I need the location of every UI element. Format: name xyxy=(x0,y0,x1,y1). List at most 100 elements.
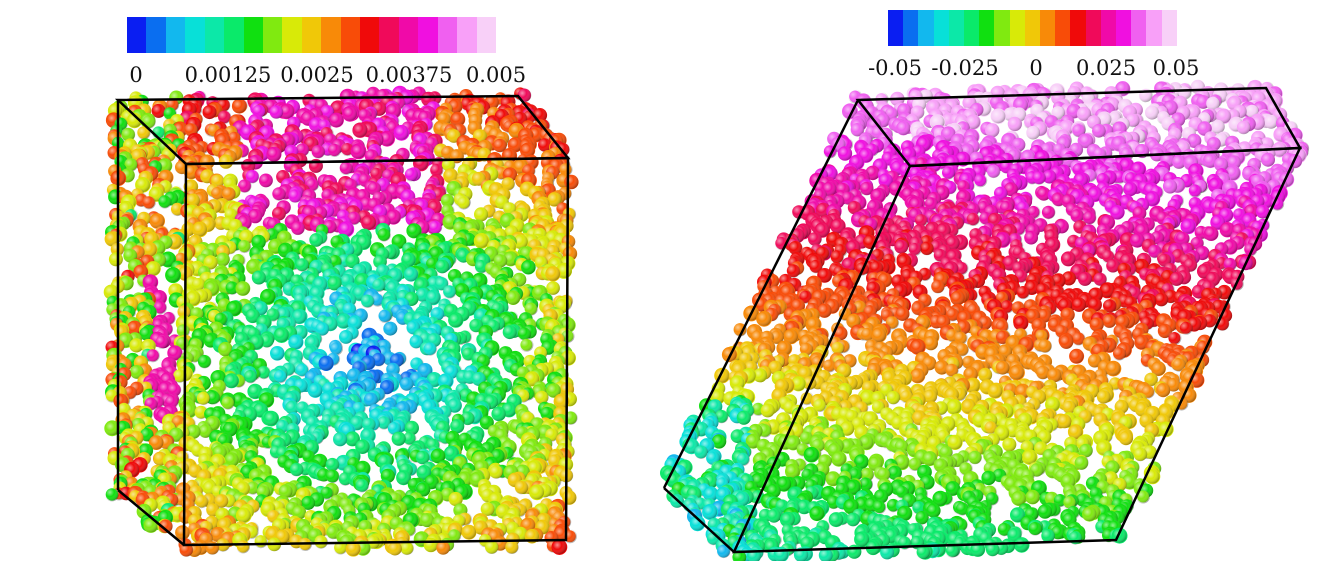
particle-shading xyxy=(519,337,534,352)
particle-shading xyxy=(492,138,507,153)
particle-shading xyxy=(351,144,366,159)
particle-shading xyxy=(320,104,335,119)
particle-shading xyxy=(236,508,251,523)
particle-shading xyxy=(435,259,450,274)
colorbar-swatch xyxy=(185,17,205,53)
particle-shading xyxy=(220,395,235,410)
particle-shading xyxy=(274,328,289,343)
particle-shading xyxy=(108,252,123,267)
colorbar-swatch xyxy=(437,17,458,53)
particle-shading xyxy=(288,335,303,350)
particle-shading xyxy=(319,356,334,371)
colorbar-swatch xyxy=(165,17,186,53)
particle-shading xyxy=(547,192,562,207)
particle-shading xyxy=(394,125,409,140)
particle-shading xyxy=(391,431,406,446)
left-particle-render xyxy=(103,85,579,557)
particle-shading xyxy=(422,341,437,356)
particle-shading xyxy=(251,270,266,285)
particle-shading xyxy=(440,193,455,208)
particle-shading xyxy=(271,186,286,201)
particle-shading xyxy=(280,104,294,119)
particle-shading xyxy=(377,308,392,323)
particle-shading xyxy=(150,214,165,228)
particle-shading xyxy=(501,176,515,191)
particle-shading xyxy=(196,391,211,406)
particle-shading xyxy=(343,106,357,121)
particle-shading xyxy=(442,284,457,299)
left-tick-label: 0.00125 xyxy=(184,63,272,87)
particle-shading xyxy=(121,127,136,142)
particle-shading xyxy=(151,103,166,118)
colorbar-swatch xyxy=(379,17,399,53)
particle-shading xyxy=(290,221,305,236)
particle-shading xyxy=(338,160,353,175)
particle-shading xyxy=(217,109,232,124)
particle-shading xyxy=(441,157,456,172)
colorbar-swatch xyxy=(476,17,497,53)
colorbar-swatch xyxy=(418,17,438,53)
particle-shading xyxy=(537,137,552,152)
particle-shading xyxy=(428,220,443,235)
particle-shading xyxy=(224,373,239,388)
particle-shading xyxy=(339,222,354,237)
particle-shading xyxy=(232,99,247,114)
particle-shading xyxy=(288,188,302,203)
particle-shading xyxy=(474,207,489,222)
particle-shading xyxy=(245,169,260,184)
particle-shading xyxy=(221,186,236,201)
particle-shading xyxy=(429,163,444,178)
particle-shading xyxy=(157,194,172,209)
particle-shading xyxy=(309,232,324,247)
colorbar-swatch xyxy=(360,17,380,53)
particle-shading xyxy=(521,260,536,275)
particle-shading xyxy=(338,329,353,344)
particle-shading xyxy=(235,281,250,296)
particle-shading xyxy=(289,462,304,477)
particle-shading xyxy=(517,88,532,103)
left-tick-label: 0.00375 xyxy=(365,63,453,87)
particle-shading xyxy=(185,193,200,208)
colorbar-swatch xyxy=(301,17,322,53)
particle-shading xyxy=(258,173,273,188)
colorbar-swatch xyxy=(282,17,302,53)
colorbar-swatch xyxy=(340,17,361,53)
particle-shading xyxy=(325,469,340,483)
particle-shading xyxy=(361,215,376,230)
colorbar-swatch xyxy=(243,17,263,53)
particle-shading xyxy=(450,112,465,127)
particle-shading xyxy=(474,233,489,248)
particle-shading xyxy=(456,195,471,210)
particle-shading xyxy=(194,494,209,509)
particle-shading xyxy=(530,485,544,500)
particle-shading xyxy=(166,268,181,283)
particle-shading xyxy=(404,267,418,282)
particle-shading xyxy=(141,195,156,210)
particle-shading xyxy=(407,223,421,238)
particle-shading xyxy=(271,206,286,221)
particle-shading xyxy=(489,464,504,479)
particle-shading xyxy=(145,348,160,363)
particle-shading xyxy=(448,313,463,328)
particle-shading xyxy=(491,406,506,421)
colorbar-swatch xyxy=(457,17,477,53)
colorbar-swatch xyxy=(321,17,341,53)
particle-shading xyxy=(123,157,138,172)
left-colorbar xyxy=(127,17,497,53)
particle-shading xyxy=(219,154,233,169)
particle-shading xyxy=(270,346,285,361)
particle-shading xyxy=(237,178,252,193)
left-tick-label: 0.0025 xyxy=(280,63,354,87)
particle-shading xyxy=(502,325,517,340)
particle-shading xyxy=(154,334,169,349)
particle-shading xyxy=(146,261,161,276)
particle-shading xyxy=(506,290,521,305)
particle-shading xyxy=(237,239,252,254)
particle-shading xyxy=(311,144,326,159)
colorbar-swatch xyxy=(224,17,244,53)
colorbar-swatch xyxy=(398,17,419,53)
particle-shading xyxy=(269,104,284,119)
particle-shading xyxy=(376,227,391,242)
particle-shading xyxy=(327,142,342,157)
particle-shading xyxy=(197,354,212,369)
